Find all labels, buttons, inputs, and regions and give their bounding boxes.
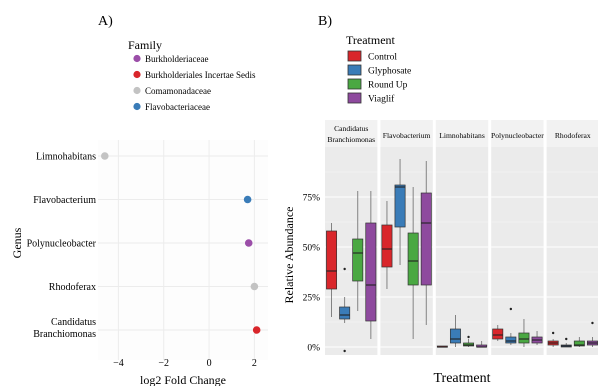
box-rhodoferax-viaglif-outlier (591, 322, 593, 324)
panel-a-y-tick-label: Rhodoferax (49, 282, 96, 293)
treatment-legend-key-round-up (348, 79, 361, 89)
box-candidatus-branchiomonas-glyphosate (340, 307, 350, 319)
panel-a-plot-area (98, 140, 268, 360)
treatment-legend-label-round-up: Round Up (368, 81, 408, 91)
panel-b-chart: Treatment Control Glyphosate Round Up Viagli… (282, 33, 598, 386)
point-candidatus-branchiomonas (253, 326, 261, 334)
facet-title-flavobacterium: Flavobacterium (383, 131, 431, 140)
point-flavobacterium (244, 196, 252, 204)
panel-a-label: A) (98, 14, 113, 29)
box-limnohabitans-glyphosate (450, 329, 460, 343)
panel-a-y-tick-label: Polynucleobacter (27, 239, 97, 250)
facet-title-polynucleobacter: Polynucleobacter (491, 131, 544, 140)
treatment-legend-key-control (348, 51, 361, 61)
box-polynucleobacter-glyphosate-outlier (510, 308, 512, 310)
family-legend-key-flavobacteriaceae (133, 103, 140, 110)
panel-b-y-tick-label: 50% (303, 244, 321, 254)
panel-a-x-axis-title: log2 Fold Change (140, 373, 226, 386)
panel-a-x-tick-label: 2 (252, 358, 257, 369)
box-flavobacterium-viaglif (421, 193, 431, 285)
panel-a-y-tick-label: Candidatus Branchiomonas (33, 317, 96, 340)
box-flavobacterium-control (382, 225, 392, 267)
box-limnohabitans-round-up-outlier (467, 336, 469, 338)
box-rhodoferax-control-outlier (552, 332, 554, 334)
family-legend-label-comamonadaceae: Comamonadaceae (145, 86, 211, 96)
facet-panel-rhodoferax (547, 147, 598, 355)
box-polynucleobacter-control (493, 329, 503, 339)
treatment-legend-title: Treatment (346, 33, 396, 47)
box-candidatus-branchiomonas-viaglif (366, 223, 376, 321)
panel-b-label: B) (318, 14, 332, 29)
facet-title-rhodoferax: Rhodoferax (555, 131, 591, 140)
treatment-legend-key-viaglif (348, 93, 361, 103)
panel-a-x-tick-label: −2 (158, 358, 169, 369)
family-legend-key-comamonadaceae (133, 87, 140, 94)
point-limnohabitans (101, 152, 109, 160)
panel-b-y-tick-label: 25% (303, 294, 321, 304)
panel-b-y-tick-label: 75% (303, 194, 321, 204)
panel-a-x-tick-label: 0 (207, 358, 212, 369)
facet-panel-polynucleobacter (491, 147, 543, 355)
box-candidatus-branchiomonas-control (326, 231, 336, 289)
point-polynucleobacter (245, 239, 253, 247)
panel-b-y-tick-label: 0% (307, 344, 320, 354)
facet-title-candidatus-branchiomonas: Branchiomonas (327, 135, 375, 144)
family-legend-key-burkholderiaceae (133, 55, 140, 62)
box-candidatus-branchiomonas-glyphosate-outlier (343, 268, 345, 270)
panel-a-x-tick-label: −4 (113, 358, 124, 369)
panel-a-chart: Family Burkholderiaceae Burkholderiales In… (10, 38, 268, 386)
panel-b-y-axis-title: Relative Abundance (282, 207, 296, 304)
box-candidatus-branchiomonas-round-up (353, 239, 363, 281)
box-polynucleobacter-round-up (519, 333, 529, 343)
facet-panel-limnohabitans (436, 147, 488, 355)
family-legend-key-burkholderiales-incertae-sedis (133, 71, 140, 78)
facet-title-limnohabitans: Limnohabitans (439, 131, 485, 140)
box-flavobacterium-glyphosate (395, 185, 405, 227)
point-rhodoferax (251, 283, 259, 291)
treatment-legend-key-glyphosate (348, 65, 361, 75)
family-legend-label-burkholderiaceae: Burkholderiaceae (145, 54, 208, 64)
family-legend-title: Family (128, 38, 162, 52)
treatment-legend-label-viaglif: Viaglif (368, 94, 395, 105)
box-flavobacterium-round-up (408, 233, 418, 285)
family-legend-label-flavobacteriaceae: Flavobacteriaceae (145, 102, 210, 112)
panel-b-x-axis-title: Treatment (433, 371, 490, 386)
panel-a-y-axis-title: Genus (10, 227, 24, 258)
box-polynucleobacter-glyphosate (506, 337, 516, 343)
treatment-legend-label-control: Control (368, 53, 397, 63)
panel-a-y-tick-label: Limnohabitans (36, 152, 96, 163)
treatment-legend-label-glyphosate: Glyphosate (368, 67, 411, 77)
facet-title-candidatus-branchiomonas: Candidatus (334, 124, 368, 133)
box-candidatus-branchiomonas-glyphosate-outlier (343, 350, 345, 352)
family-legend-label-burkholderiales-incertae-sedis: Burkholderiales Incertae Sedis (145, 70, 256, 80)
box-rhodoferax-glyphosate-outlier (565, 338, 567, 340)
panel-a-y-tick-label: Flavobacterium (33, 195, 96, 206)
